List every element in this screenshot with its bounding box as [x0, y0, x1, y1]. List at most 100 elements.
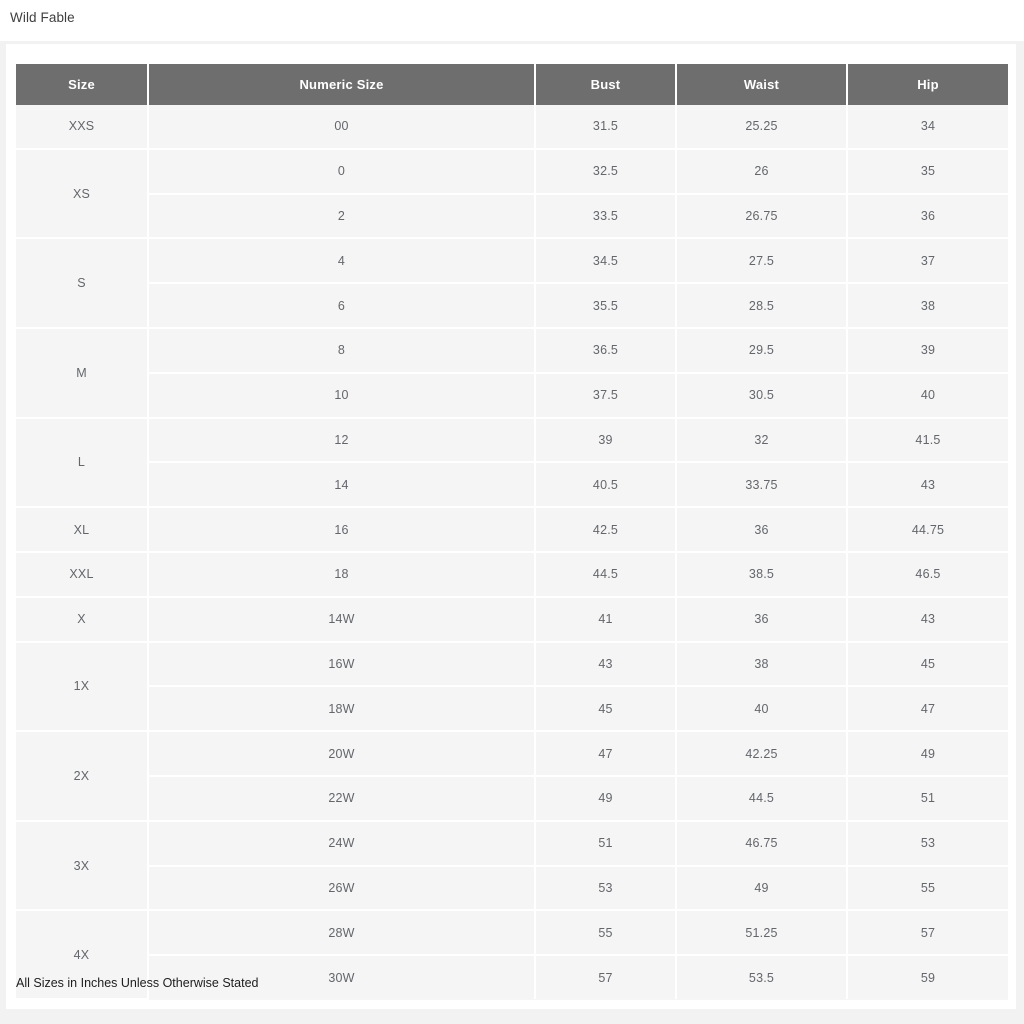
table-header: Size Numeric Size Bust Waist Hip: [16, 64, 1008, 105]
cell-waist: 28.5: [676, 283, 848, 329]
cell-waist: 30.5: [676, 372, 848, 419]
cell-bust: 47: [535, 731, 677, 777]
cell-hip: 57: [847, 910, 1008, 957]
cell-bust: 49: [535, 775, 677, 822]
cell-bust: 51: [535, 820, 677, 867]
cell-bust: 33.5: [535, 193, 677, 240]
cell-hip: 36: [847, 193, 1008, 240]
cell-size: M: [16, 327, 149, 419]
cell-size: S: [16, 238, 149, 329]
cell-size: 4X: [16, 910, 149, 1000]
cell-waist: 25.25: [676, 105, 848, 150]
table-row: X 14W 41 36 43: [16, 596, 1008, 643]
table-row: M 8 36.5 29.5 39: [16, 327, 1008, 419]
cell-hip: 43: [847, 596, 1008, 643]
cell-size: XL: [16, 507, 149, 553]
column-header-numeric-size: Numeric Size: [148, 64, 536, 105]
cell-waist: 49: [676, 865, 848, 912]
cell-bust: 43: [535, 641, 677, 688]
cell-size: L: [16, 417, 149, 509]
cell-bust: 32.5: [535, 148, 677, 195]
cell-waist: 36: [676, 507, 848, 553]
cell-waist: 51.25: [676, 910, 848, 957]
cell-numeric-size: 16W: [148, 641, 536, 688]
cell-numeric-size: 6: [148, 283, 536, 329]
cell-hip: 46.5: [847, 551, 1008, 598]
table-row: 2 33.5 26.75 36: [16, 193, 1008, 240]
table-row: 30W 57 53.5 59: [16, 955, 1008, 999]
cell-waist: 53.5: [676, 955, 848, 999]
cell-numeric-size: 14: [148, 462, 536, 509]
cell-bust: 37.5: [535, 372, 677, 419]
cell-size: 3X: [16, 820, 149, 912]
cell-numeric-size: 0: [148, 148, 536, 195]
cell-waist: 32: [676, 417, 848, 464]
cell-numeric-size: 10: [148, 372, 536, 419]
cell-hip: 40: [847, 372, 1008, 419]
cell-hip: 55: [847, 865, 1008, 912]
cell-bust: 57: [535, 955, 677, 999]
cell-numeric-size: 12: [148, 417, 536, 464]
column-header-hip: Hip: [847, 64, 1008, 105]
cell-waist: 26: [676, 148, 848, 195]
cell-bust: 36.5: [535, 327, 677, 374]
cell-waist: 26.75: [676, 193, 848, 240]
cell-bust: 35.5: [535, 283, 677, 329]
page-title: Wild Fable: [10, 10, 75, 25]
cell-hip: 38: [847, 283, 1008, 329]
cell-bust: 55: [535, 910, 677, 957]
cell-size: X: [16, 596, 149, 643]
column-header-waist: Waist: [676, 64, 848, 105]
cell-waist: 42.25: [676, 731, 848, 777]
cell-hip: 43: [847, 462, 1008, 509]
cell-numeric-size: 20W: [148, 731, 536, 777]
cell-hip: 39: [847, 327, 1008, 374]
cell-hip: 34: [847, 105, 1008, 150]
table-row: 4X 28W 55 51.25 57: [16, 910, 1008, 1000]
table-row: 6 35.5 28.5 38: [16, 283, 1008, 329]
cell-bust: 31.5: [535, 105, 677, 150]
cell-hip: 51: [847, 775, 1008, 822]
table-row: 10 37.5 30.5 40: [16, 372, 1008, 419]
cell-size: 2X: [16, 731, 149, 822]
cell-numeric-size: 4: [148, 238, 536, 285]
cell-waist: 29.5: [676, 327, 848, 374]
cell-size: XS: [16, 148, 149, 240]
cell-waist: 44.5: [676, 775, 848, 822]
cell-waist: 33.75: [676, 462, 848, 509]
table-row: 26W 53 49 55: [16, 865, 1008, 912]
table-row: 2X 20W 47 42.25 49: [16, 731, 1008, 822]
cell-hip: 37: [847, 238, 1008, 285]
size-chart-frame: Size Numeric Size Bust Waist Hip XXS 00 31…: [0, 41, 1024, 1024]
cell-waist: 36: [676, 596, 848, 643]
cell-bust: 53: [535, 865, 677, 912]
cell-waist: 46.75: [676, 820, 848, 867]
cell-hip: 35: [847, 148, 1008, 195]
table-body: XXS 00 31.5 25.25 34 XS 0 32.5 26 35 2 33.5 26.75 36 S…: [16, 105, 1008, 1000]
table-row: 14 40.5 33.75 43: [16, 462, 1008, 509]
cell-numeric-size: 18: [148, 551, 536, 598]
table-row: 18W 45 40 47: [16, 686, 1008, 733]
table-header-row: Size Numeric Size Bust Waist Hip: [16, 64, 1008, 105]
cell-hip: 49: [847, 731, 1008, 777]
table-row: S 4 34.5 27.5 37: [16, 238, 1008, 329]
cell-numeric-size: 14W: [148, 596, 536, 643]
cell-bust: 45: [535, 686, 677, 733]
table-footnote: All Sizes in Inches Unless Otherwise Sta…: [16, 976, 259, 990]
cell-numeric-size: 22W: [148, 775, 536, 822]
column-header-size: Size: [16, 64, 149, 105]
table-row: L 12 39 32 41.5: [16, 417, 1008, 509]
table-row: XXL 18 44.5 38.5 46.5: [16, 551, 1008, 598]
cell-numeric-size: 24W: [148, 820, 536, 867]
cell-numeric-size: 30W: [148, 955, 536, 999]
cell-size: XXS: [16, 105, 149, 150]
cell-waist: 38: [676, 641, 848, 688]
cell-bust: 40.5: [535, 462, 677, 509]
cell-numeric-size: 26W: [148, 865, 536, 912]
cell-waist: 27.5: [676, 238, 848, 285]
size-chart-table: Size Numeric Size Bust Waist Hip XXS 00 31…: [16, 64, 1008, 1000]
cell-bust: 34.5: [535, 238, 677, 285]
table-row: XL 16 42.5 36 44.75: [16, 507, 1008, 553]
cell-numeric-size: 00: [148, 105, 536, 150]
